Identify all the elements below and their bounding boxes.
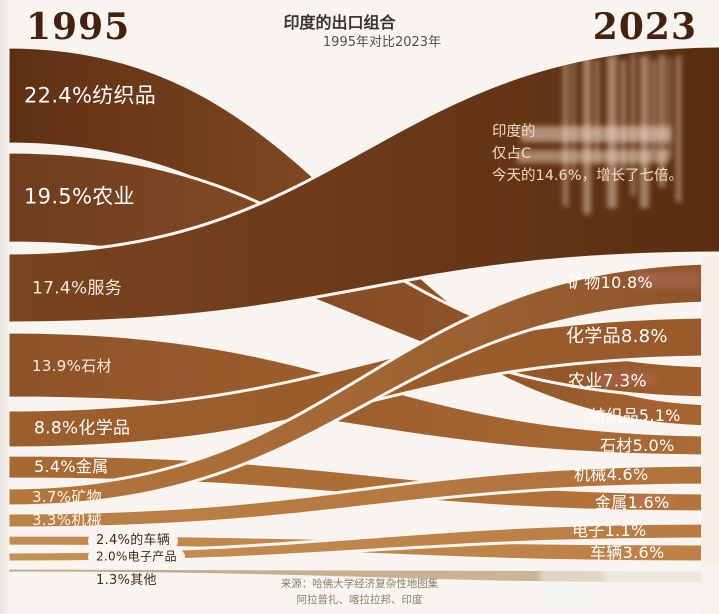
page-title: 印度的出口组合 xyxy=(283,13,396,32)
label-2023-agriculture: 农业7.3% xyxy=(568,371,647,392)
label-1995-services: 17.4%服务 xyxy=(32,278,123,299)
label-2023-stone: 石材5.0% xyxy=(600,436,675,456)
label-2023-metals: 金属1.6% xyxy=(595,493,670,513)
right-page-margin xyxy=(701,256,719,614)
label-1995-vehicles: 2.4%的车辆 xyxy=(88,532,179,550)
label-2023-textiles: 纺织品5.1% xyxy=(590,406,681,426)
year-label-1995: 1995 xyxy=(26,6,131,48)
annotation-line-1: 印度的 xyxy=(492,124,536,140)
censor-patches xyxy=(517,126,719,614)
source-text: 来源：哈佛大学经济复杂性地图集 xyxy=(280,578,439,590)
label-1995-agriculture: 19.5%农业 xyxy=(24,184,135,209)
label-2023-minerals: 矿物10.8% xyxy=(568,273,653,293)
label-1995-metals: 5.4%金属 xyxy=(34,457,109,477)
location-text: 阿拉普扎、喀拉拉邦、印度 xyxy=(296,594,423,606)
annotation-line-3: 今天的14.6%，增长了七倍。 xyxy=(492,168,684,184)
label-1995-electronics: 2.0%电子产品 xyxy=(88,549,185,565)
label-1995-minerals: 3.7%矿物 xyxy=(32,487,102,506)
label-1995-stone: 13.9%石材 xyxy=(32,356,112,375)
label-2023-vehicles: 车辆3.6% xyxy=(590,543,665,563)
label-2023-electronics: 电子1.1% xyxy=(572,521,647,541)
year-label-2023: 2023 xyxy=(592,6,697,48)
services-annotation: 印度的 仅占C 今天的14.6%，增长了七倍。 xyxy=(492,121,692,187)
label-2023-chemicals: 化学品8.8% xyxy=(566,326,668,348)
annotation-line-2: 仅占C xyxy=(492,146,532,162)
label-1995-machinery: 3.3%机械 xyxy=(32,510,102,529)
label-2023-machinery: 机械4.6% xyxy=(574,465,649,485)
page-edge-shade xyxy=(0,0,10,614)
label-1995-textiles: 22.4%纺织品 xyxy=(24,83,157,108)
page-subtitle: 1995年对比2023年 xyxy=(322,35,442,50)
footer: 来源：哈佛大学经济复杂性地图集 阿拉普扎、喀拉拉邦、印度 xyxy=(0,576,719,608)
label-1995-chemicals: 8.8%化学品 xyxy=(34,418,131,439)
